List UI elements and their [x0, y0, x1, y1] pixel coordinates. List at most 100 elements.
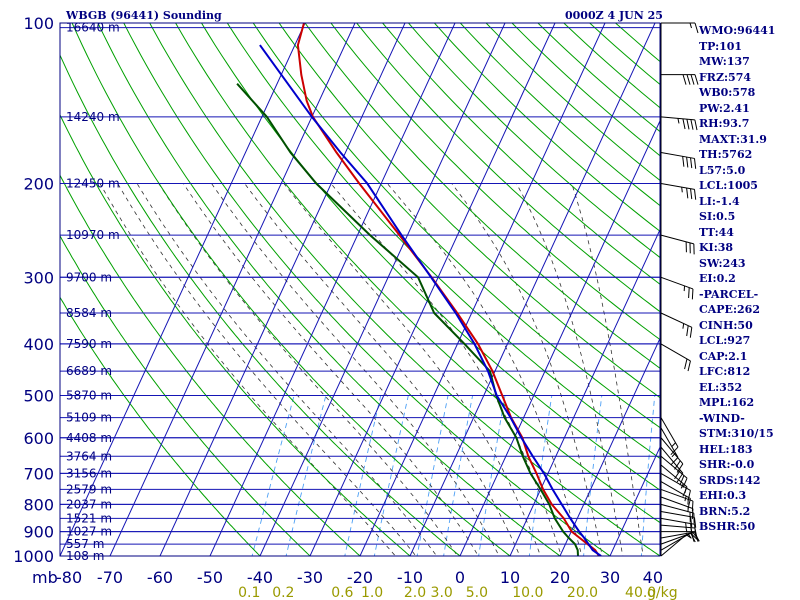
parcel-profile — [259, 44, 602, 556]
index-item: TT:44 — [699, 225, 734, 239]
moist-adiabat — [571, 183, 644, 556]
pressure-tick-label: 400 — [23, 335, 54, 354]
pressure-tick-label: 200 — [23, 174, 54, 193]
moist-adiabat — [283, 183, 542, 556]
height-label: 16640 m — [66, 21, 120, 35]
wind-barb — [660, 312, 693, 338]
wind-barb — [660, 464, 688, 497]
sounding-profiles — [236, 23, 602, 556]
index-item: -WIND- — [699, 411, 745, 425]
wind-barb — [660, 234, 695, 255]
index-item: TH:5762 — [699, 148, 753, 161]
dry-adiabat — [381, 23, 660, 285]
mixing-ratio-line — [251, 395, 295, 556]
index-item: HEL:183 — [699, 442, 753, 456]
height-label: 1027 m — [66, 525, 112, 539]
isotherm-line — [459, 119, 660, 556]
height-label: 12450 m — [66, 176, 120, 190]
mixing-ratio-line — [443, 395, 474, 556]
wind-barb — [660, 276, 694, 300]
height-label: 8584 m — [66, 306, 112, 320]
temperature-tick-label: 40 — [643, 568, 663, 587]
mixing-ratio-label: 3.0 — [431, 585, 453, 600]
dry-adiabat — [407, 23, 660, 259]
mixing-ratio-label: 10.0 — [512, 585, 543, 600]
mixing-ratio-line — [344, 395, 382, 556]
index-item: SW:243 — [699, 256, 746, 270]
index-item: LCL:927 — [699, 334, 751, 347]
wind-barb — [660, 437, 684, 473]
dry-adiabat — [304, 23, 660, 369]
temperature-tick-label: -40 — [247, 568, 273, 587]
height-label: 2037 m — [66, 497, 112, 511]
grid-lines — [60, 23, 660, 556]
height-label: 7590 m — [66, 337, 112, 351]
pressure-tick-label: 100 — [23, 14, 54, 33]
isotherm-line — [409, 23, 656, 556]
height-label: 4408 m — [66, 431, 112, 445]
wind-barb — [660, 343, 691, 372]
index-item: LCL:1005 — [699, 179, 758, 192]
mixing-ratio-label: 40.0 — [625, 585, 656, 600]
pressure-tick-label: 700 — [23, 464, 54, 483]
pressure-tick-label: 500 — [23, 387, 54, 406]
pressure-unit-label: mb — [32, 568, 58, 587]
index-item: LI:-1.4 — [699, 194, 740, 208]
mixing-ratio-label: 0.6 — [331, 585, 353, 600]
isotherm-line — [209, 23, 456, 556]
mixing-ratio-label: 2.0 — [404, 585, 426, 600]
index-item: EHI:0.3 — [699, 489, 747, 502]
moist-adiabat — [182, 183, 479, 556]
dry-adiabat — [252, 23, 660, 429]
temperature-tick-label: 10 — [500, 568, 520, 587]
temperature-tick-label: -10 — [397, 568, 423, 587]
wind-barb — [660, 152, 697, 169]
height-label: 10970 m — [66, 228, 120, 242]
isotherm-line — [509, 228, 660, 556]
temperature-tick-label: 0 — [455, 568, 465, 587]
wind-barb — [660, 182, 697, 200]
index-item: WMO:96441 — [699, 24, 776, 37]
isotherm-line — [359, 23, 606, 556]
mixing-ratio-lines — [251, 395, 656, 556]
height-label: 557 m — [66, 537, 104, 551]
dry-adiabat — [200, 23, 660, 491]
dry-adiabat — [60, 53, 461, 556]
mixing-ratio-line — [478, 395, 506, 556]
dry-adiabat — [60, 113, 411, 556]
dry-adiabat — [175, 23, 660, 524]
height-label: 14240 m — [66, 110, 120, 124]
index-item: SI:0.5 — [699, 210, 736, 223]
mixing-ratio-line — [640, 395, 656, 556]
height-label: 1521 m — [66, 511, 112, 525]
index-item: MAXT:31.9 — [699, 132, 767, 146]
index-item: EI:0.2 — [699, 272, 736, 285]
index-item: RH:93.7 — [699, 117, 750, 130]
wind-barb — [660, 517, 697, 535]
mixing-ratio-line — [416, 395, 449, 556]
pressure-tick-label: 300 — [23, 268, 54, 287]
index-item: FRZ:574 — [699, 70, 752, 84]
height-label: 3764 m — [66, 449, 112, 463]
isotherm-line — [559, 337, 660, 556]
isotherm-line — [609, 446, 660, 556]
mixing-ratio-line — [583, 395, 603, 556]
index-item: TP:101 — [699, 39, 743, 53]
index-item: PW:2.41 — [699, 101, 750, 115]
index-item: CAP:2.1 — [699, 349, 748, 363]
wind-barb — [661, 22, 699, 34]
temperature-tick-label: -30 — [297, 568, 323, 587]
temperature-profile — [296, 23, 601, 556]
temperature-tick-label: -60 — [147, 568, 173, 587]
wind-barb — [660, 510, 697, 528]
height-label: 6689 m — [66, 364, 112, 378]
pressure-tick-label: 1000 — [13, 547, 54, 566]
index-item: MPL:162 — [699, 396, 755, 409]
temperature-tick-label: 20 — [550, 568, 570, 587]
moist-adiabat — [99, 183, 396, 556]
dry-adiabat — [97, 23, 561, 556]
index-item: WB0:578 — [699, 86, 756, 99]
wind-barb — [660, 417, 679, 455]
isotherm-line — [259, 23, 506, 556]
